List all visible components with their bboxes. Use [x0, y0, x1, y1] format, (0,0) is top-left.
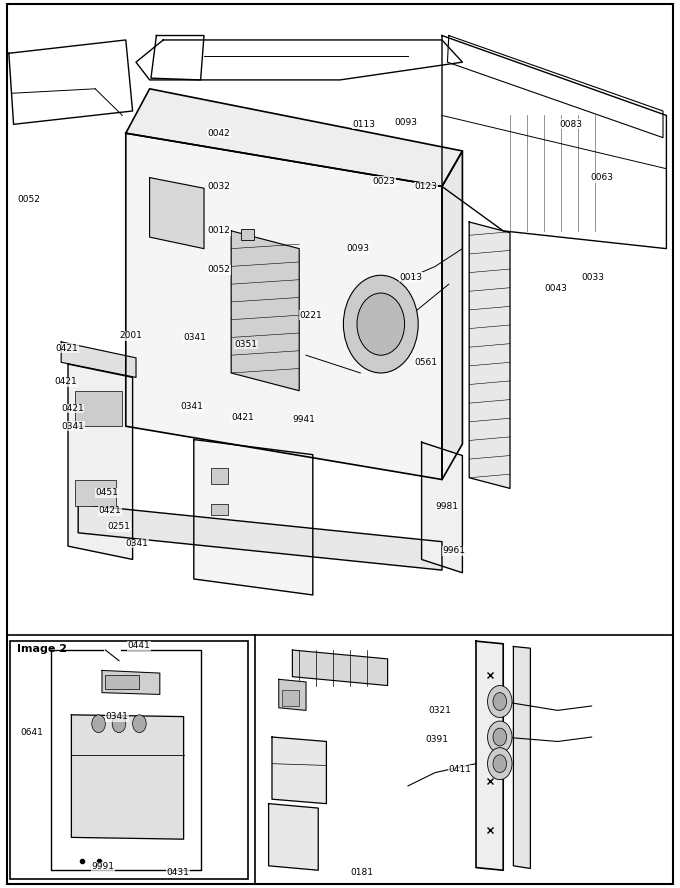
Circle shape: [133, 715, 146, 733]
Bar: [211, 504, 228, 515]
Text: 0421: 0421: [61, 404, 84, 413]
Bar: [10, 641, 248, 879]
Text: 0411: 0411: [449, 765, 472, 774]
Text: 9991: 9991: [92, 862, 115, 871]
Text: 9981: 9981: [435, 502, 458, 511]
Text: 0321: 0321: [428, 706, 452, 715]
Polygon shape: [102, 670, 160, 694]
Text: 0113: 0113: [352, 120, 375, 129]
Text: 0093: 0093: [394, 118, 418, 127]
Text: 0421: 0421: [231, 413, 254, 422]
Text: 0221: 0221: [299, 311, 322, 320]
Text: 0421: 0421: [99, 506, 121, 515]
Text: 0052: 0052: [207, 266, 231, 274]
Polygon shape: [71, 715, 184, 839]
Bar: [282, 690, 299, 706]
Text: 0043: 0043: [544, 284, 567, 293]
Polygon shape: [469, 222, 510, 488]
Circle shape: [357, 293, 405, 355]
Polygon shape: [442, 151, 462, 480]
Polygon shape: [272, 737, 326, 804]
Text: 0451: 0451: [95, 488, 118, 497]
Polygon shape: [447, 36, 663, 138]
Polygon shape: [151, 36, 204, 80]
Text: 9941: 9941: [292, 415, 316, 424]
Polygon shape: [68, 364, 133, 559]
Polygon shape: [476, 641, 503, 870]
Polygon shape: [513, 646, 530, 868]
Text: 0093: 0093: [347, 244, 370, 253]
Text: 0052: 0052: [17, 195, 40, 204]
Text: 0341: 0341: [61, 422, 84, 431]
Polygon shape: [442, 36, 666, 249]
Circle shape: [92, 715, 105, 733]
Polygon shape: [126, 133, 442, 480]
Text: 0181: 0181: [350, 868, 373, 876]
Text: 0042: 0042: [207, 129, 230, 138]
Text: 0561: 0561: [415, 358, 438, 367]
Polygon shape: [231, 231, 299, 391]
Text: 0641: 0641: [20, 728, 44, 737]
Circle shape: [343, 275, 418, 373]
Polygon shape: [78, 504, 442, 570]
Circle shape: [488, 748, 512, 780]
Text: Image 2: Image 2: [17, 644, 67, 654]
Text: 0063: 0063: [590, 173, 613, 182]
Text: 0431: 0431: [167, 868, 190, 876]
Circle shape: [488, 686, 512, 718]
Polygon shape: [136, 40, 462, 80]
Polygon shape: [126, 89, 462, 186]
Polygon shape: [279, 679, 306, 710]
Polygon shape: [9, 40, 133, 124]
Polygon shape: [51, 650, 201, 870]
Polygon shape: [194, 440, 313, 595]
Bar: [105, 675, 139, 689]
Text: 0023: 0023: [373, 177, 396, 186]
Text: 0391: 0391: [425, 735, 448, 744]
Text: 0341: 0341: [105, 712, 129, 721]
Circle shape: [493, 755, 507, 773]
Bar: [75, 391, 122, 426]
Polygon shape: [422, 442, 462, 573]
Text: 0012: 0012: [207, 226, 231, 235]
Circle shape: [488, 721, 512, 753]
Text: 0421: 0421: [56, 344, 78, 353]
Text: 2001: 2001: [119, 331, 142, 340]
Text: 0123: 0123: [415, 182, 438, 191]
Text: 0421: 0421: [54, 377, 77, 386]
Text: 0013: 0013: [399, 273, 422, 281]
Polygon shape: [61, 342, 136, 377]
Circle shape: [493, 728, 507, 746]
Text: 0341: 0341: [180, 402, 203, 411]
Text: 0033: 0033: [581, 273, 605, 281]
Polygon shape: [292, 650, 388, 686]
Bar: [75, 480, 116, 506]
Text: 0083: 0083: [559, 120, 582, 129]
Text: 0341: 0341: [184, 333, 207, 342]
Polygon shape: [150, 178, 204, 249]
Text: 0341: 0341: [126, 539, 149, 548]
Text: 0251: 0251: [107, 522, 131, 531]
Circle shape: [493, 693, 507, 710]
Text: 0032: 0032: [207, 182, 231, 191]
Text: 0351: 0351: [235, 340, 258, 349]
Circle shape: [112, 715, 126, 733]
Text: 0441: 0441: [128, 641, 150, 650]
Polygon shape: [269, 804, 318, 870]
Bar: [241, 229, 254, 240]
Text: 9961: 9961: [442, 546, 465, 555]
Bar: [211, 468, 228, 484]
